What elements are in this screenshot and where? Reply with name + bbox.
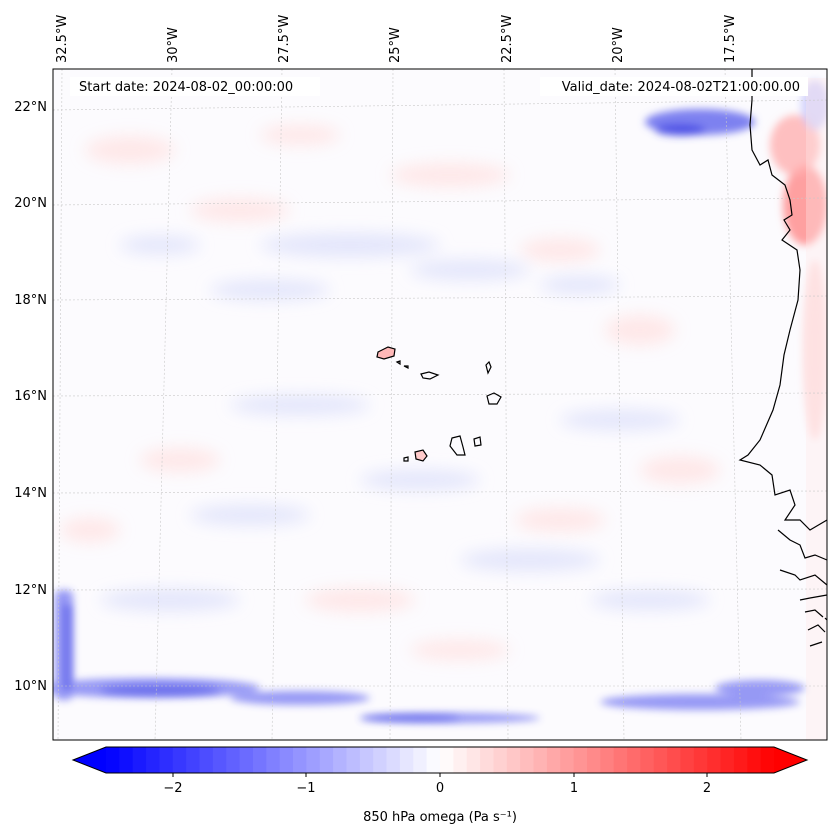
colorbar-segment [212,747,227,773]
colorbar-segment [319,747,334,773]
island-santiago [449,435,466,456]
colorbar-segment [346,747,361,773]
colorbar-segment [426,747,441,773]
colorbar-segment [373,747,388,773]
colorbar-segment [733,747,748,773]
colorbar-segment [106,747,120,773]
colorbar-segment [480,747,495,773]
colorbar-segment [453,747,468,773]
colorbar-segment [693,747,708,773]
graticule [52,68,828,741]
lat-label-22n: 22°N [14,100,47,115]
lon-label-25w: 25°W [388,27,403,63]
colorbar-segment [333,747,348,773]
africa-coastline [738,69,828,647]
colorbar-segment [720,747,735,773]
island-boa-vista [486,392,502,405]
lon-label-27-5w: 27.5°W [277,15,292,63]
colorbar-segment [586,747,601,773]
lat-label-10n: 10°N [14,679,47,694]
colorbar-segment [533,747,548,773]
colorbar-segment [747,747,762,773]
colorbar-segment [506,747,521,773]
lon-label-30w: 30°W [166,27,181,63]
latitude-labels: 22°N 20°N 18°N 16°N 14°N 12°N 10°N [14,100,47,694]
colorbar-tick-1: 1 [570,781,578,796]
map-frame [52,68,828,741]
colorbar-segment [680,747,695,773]
colorbar-tick-minus-2: −2 [163,781,182,796]
colorbar-extend-min [73,747,106,773]
colorbar-segment [306,747,321,773]
colorbar-segment [279,747,294,773]
colorbar-segment [146,747,161,773]
colorbar-label: 850 hPa omega (Pa s⁻¹) [363,810,517,825]
colorbar-segment [293,747,307,773]
lat-label-16n: 16°N [14,389,47,404]
lon-label-20w: 20°W [611,27,626,63]
colorbar-segment [573,747,588,773]
colorbar-segment [399,747,414,773]
colorbar-segment [613,747,628,773]
colorbar-segment [440,747,454,773]
colorbar-segment [252,747,267,773]
island-sao-nicolau [420,371,440,380]
island-fogo [414,449,428,462]
lon-label-32-5w: 32.5°W [55,15,70,63]
colorbar-segment [386,747,401,773]
lat-label-20n: 20°N [14,196,47,211]
colorbar-segment [640,747,655,773]
colorbar-segment [466,747,481,773]
colorbar-segment [760,747,775,773]
lon-label-22-5w: 22.5°W [500,15,515,63]
island-santo-antao [376,346,396,360]
map-panel: Start date: 2024-08-02_00:00:00 Valid_da… [52,68,828,741]
lat-label-18n: 18°N [14,293,47,308]
colorbar-segment [359,747,374,773]
island-sal [485,360,492,375]
colorbar-segment [546,747,561,773]
cape-verde-islands [376,346,502,462]
colorbar-segment [266,747,281,773]
start-date-label: Start date: 2024-08-02_00:00:00 [79,80,293,95]
colorbar-segment [560,747,575,773]
colorbar-segment [159,747,174,773]
colorbar-segment [667,747,682,773]
longitude-labels: 32.5°W 30°W 27.5°W 25°W 22.5°W 20°W 17.5… [55,15,738,63]
colorbar-tick-0: 0 [436,781,444,796]
colorbar-segment [172,747,187,773]
valid-date-label: Valid_date: 2024-08-02T21:00:00.00 [562,80,800,95]
colorbar-segment [493,747,508,773]
colorbar-extend-max [774,747,807,773]
island-maio [473,436,482,447]
lat-label-12n: 12°N [14,583,47,598]
island-santa-luzia [403,365,409,369]
island-brava [403,456,409,462]
colorbar-fill [73,747,807,773]
lon-label-17-5w: 17.5°W [723,15,738,63]
colorbar-segment [653,747,668,773]
colorbar-outline [71,746,809,774]
colorbar-tick-2: 2 [703,781,711,796]
colorbar-tick-minus-1: −1 [296,781,315,796]
omega-field [53,78,827,740]
colorbar-segment [239,747,254,773]
colorbar-segment [226,747,241,773]
colorbar-segment [132,747,147,773]
colorbar-segment [600,747,615,773]
colorbar-segment [413,747,428,773]
colorbar-segment [199,747,214,773]
lat-label-14n: 14°N [14,486,47,501]
colorbar: −2 −1 0 1 2 850 hPa omega (Pa s⁻¹) [71,746,809,825]
colorbar-segment [627,747,641,773]
island-sao-vicente [395,360,401,366]
colorbar-segment [707,747,722,773]
colorbar-segment [186,747,201,773]
colorbar-segment [119,747,134,773]
colorbar-segment [520,747,535,773]
